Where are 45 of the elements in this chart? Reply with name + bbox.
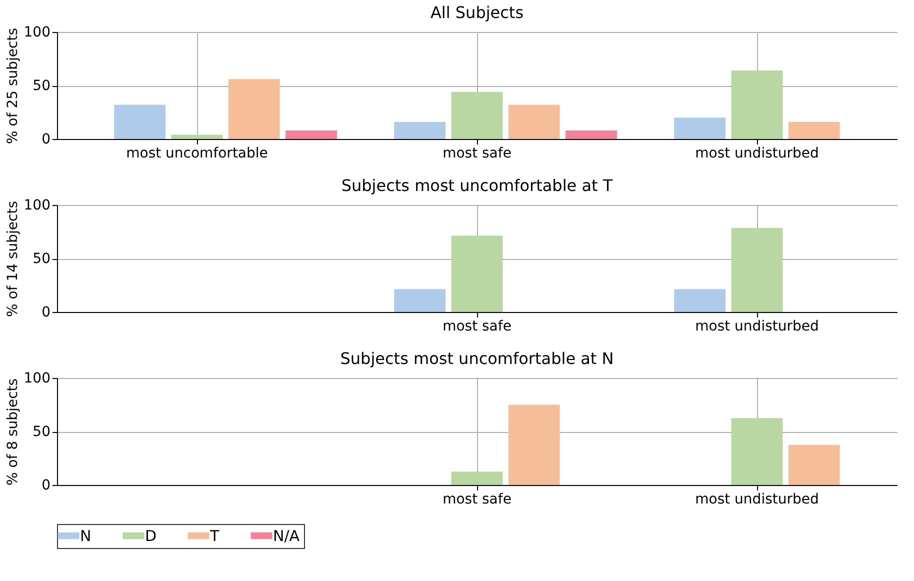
chart-title: Subjects most uncomfortable at N: [340, 349, 614, 368]
bar: [394, 289, 446, 312]
y-tick-label: 50: [32, 251, 50, 267]
x-tick-label: most undisturbed: [695, 318, 819, 334]
bar: [788, 122, 840, 139]
y-axis-title: % of 25 subjects: [4, 28, 21, 144]
chart-title: All Subjects: [430, 3, 524, 22]
bar: [451, 92, 503, 139]
x-tick-label: most safe: [442, 318, 512, 334]
bar: [508, 404, 560, 485]
bar: [171, 134, 223, 139]
bar: [731, 418, 783, 485]
bar: [114, 104, 166, 139]
bar: [731, 70, 783, 139]
bar: [286, 130, 337, 139]
bar: [788, 444, 840, 485]
y-tick-label: 0: [42, 304, 50, 320]
y-tick-label: 100: [24, 198, 50, 214]
bar: [674, 118, 726, 139]
y-tick-label: 0: [42, 478, 50, 494]
y-tick-label: 50: [32, 424, 50, 440]
bar: [394, 122, 446, 139]
y-tick-label: 100: [24, 370, 50, 386]
y-tick-label: 50: [32, 78, 50, 94]
chart-title: Subjects most uncomfortable at T: [341, 176, 613, 195]
x-tick-label: most uncomfortable: [126, 146, 268, 162]
y-axis-title: % of 14 subjects: [4, 201, 21, 317]
bar: [451, 472, 503, 485]
legend-label: N: [80, 526, 92, 545]
x-tick-label: most safe: [442, 492, 512, 508]
legend-label: D: [145, 526, 157, 545]
legend-label: T: [209, 526, 220, 545]
bar: [674, 289, 726, 312]
bar: [731, 228, 783, 312]
x-tick-label: most undisturbed: [695, 492, 819, 508]
y-tick-label: 0: [42, 132, 50, 148]
y-axis-title: % of 8 subjects: [4, 378, 21, 486]
x-tick-label: most undisturbed: [695, 146, 819, 162]
legend-label: N/A: [273, 526, 300, 545]
x-tick-label: most safe: [442, 146, 512, 162]
bar: [228, 79, 280, 139]
bar: [566, 130, 617, 139]
bar: [451, 236, 503, 312]
y-tick-label: 100: [24, 24, 50, 40]
bar: [508, 104, 560, 139]
